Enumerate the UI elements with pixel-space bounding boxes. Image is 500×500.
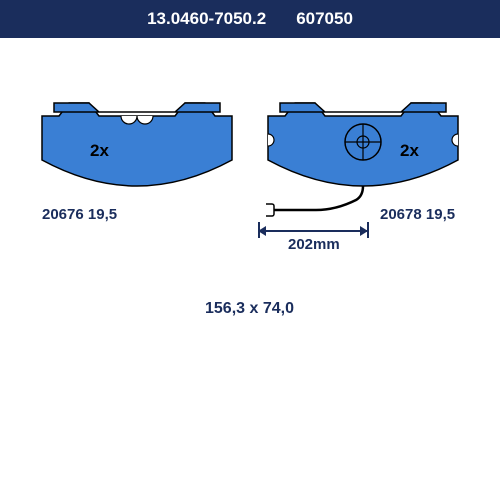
right-pad-code: 20678 19,5: [380, 206, 455, 223]
left-pad-thick-val: 19,5: [88, 206, 117, 223]
wire-dim-tick-right: [367, 222, 369, 238]
wire-dim-line: [258, 230, 368, 232]
part-number: 13.0460-7050.2: [147, 9, 266, 29]
header-bar: 13.0460-7050.2 607050: [0, 0, 500, 38]
wire-dim-tick-left: [258, 222, 260, 238]
dimensions-label: 156,3 x 74,0: [205, 300, 294, 318]
left-pad-qty: 2x: [90, 141, 109, 161]
right-pad-code-val: 20678: [380, 206, 422, 223]
part-code: 607050: [296, 9, 353, 29]
left-pad-code-val: 20676: [42, 206, 84, 223]
right-pad-qty: 2x: [400, 141, 419, 161]
left-brake-pad: [40, 98, 234, 190]
right-pad-thick-val: 19,5: [426, 206, 455, 223]
diagram-area: 2x 2x 20676 19,5 20678 19,5 202mm 156,3 …: [0, 38, 500, 500]
left-pad-code: 20676 19,5: [42, 206, 117, 223]
wire-length-label: 202mm: [288, 236, 340, 253]
